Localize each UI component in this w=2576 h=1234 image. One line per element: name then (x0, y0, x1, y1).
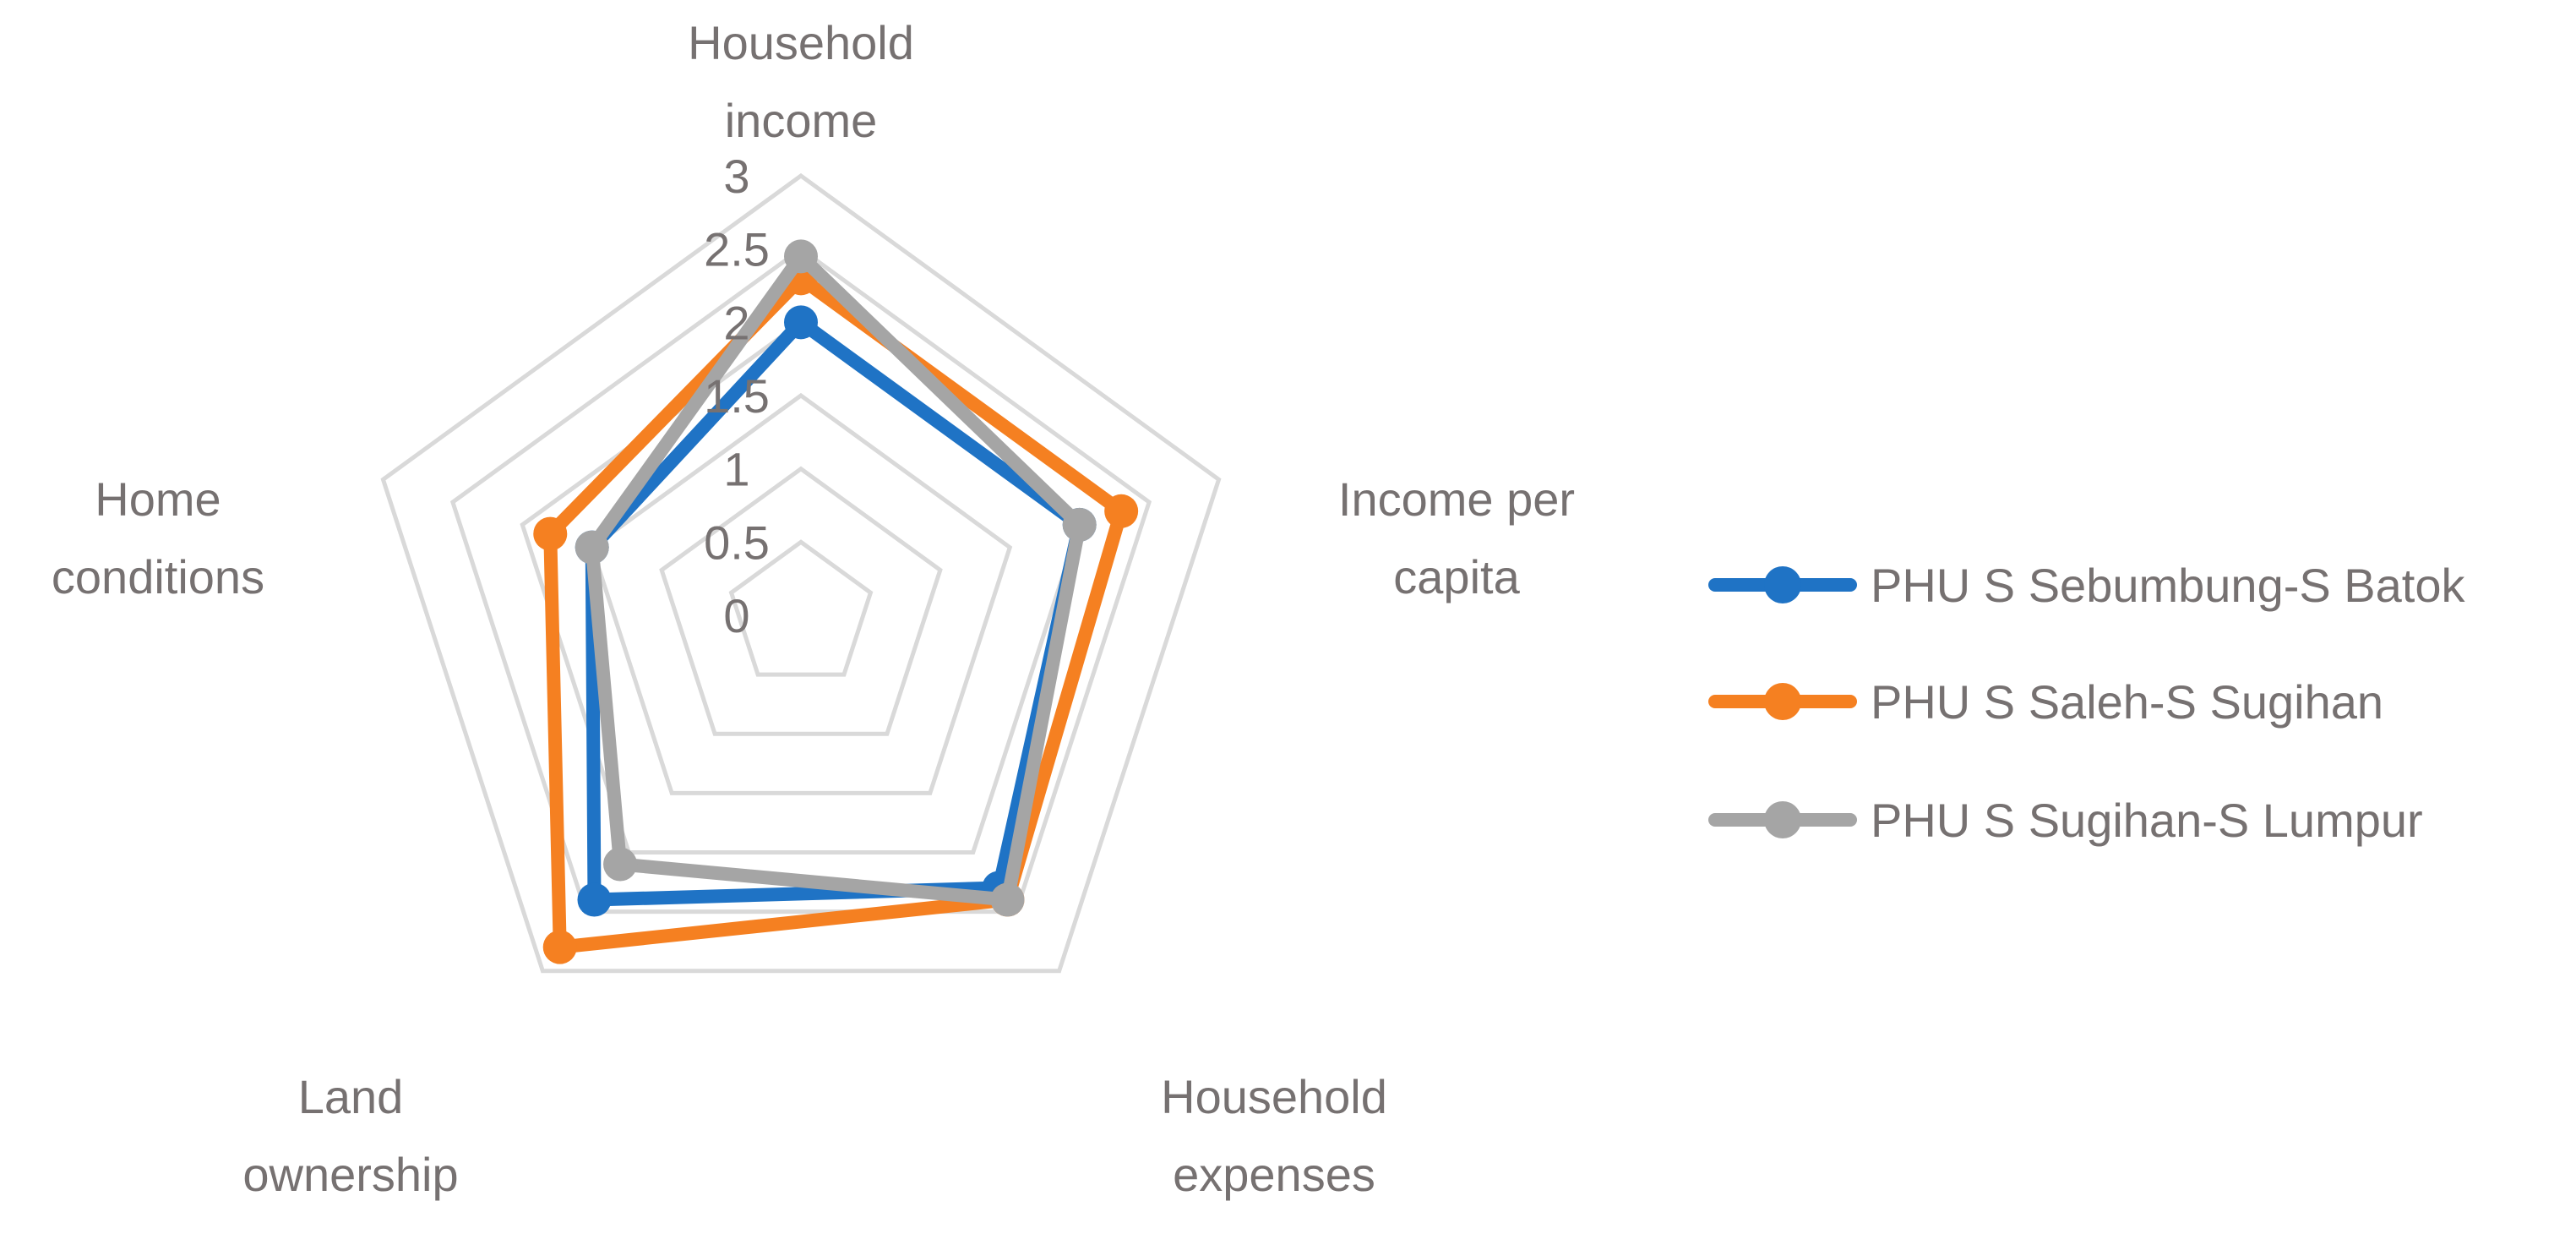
legend-item: PHU S Saleh-S Sugihan (1708, 675, 2383, 729)
tick-label: 0 (723, 589, 749, 642)
series-group (533, 261, 1139, 964)
axis-label: Income per capita (1338, 472, 1575, 603)
axis-label: Land ownership (242, 1070, 458, 1201)
grid-ring (449, 246, 1152, 915)
legend-label: PHU S Saleh-S Sugihan (1871, 675, 2383, 729)
tick-label: 1.5 (704, 369, 770, 423)
data-point (1104, 494, 1139, 528)
data-point (577, 882, 612, 917)
legend-label: PHU S Sebumbung-S Batok (1871, 559, 2465, 612)
legend-swatch-marker (1764, 566, 1801, 603)
data-point (542, 930, 577, 964)
chart-legend: PHU S Sebumbung-S Batok PHU S Saleh-S Sug… (1708, 559, 2465, 847)
data-point (575, 530, 609, 565)
legend-swatch-marker (1764, 683, 1801, 720)
legend-item: PHU S Sebumbung-S Batok (1708, 559, 2465, 612)
radar-series (533, 239, 1139, 964)
tick-label: 2.5 (704, 223, 770, 276)
data-point (533, 516, 568, 551)
grid-ring (659, 466, 943, 736)
legend-swatch-marker (1764, 801, 1801, 838)
data-point (603, 847, 638, 882)
axis-label: Household income (688, 16, 914, 147)
axis-label: Home conditions (52, 472, 264, 603)
data-point (784, 305, 818, 340)
legend-item: PHU S Sugihan-S Lumpur (1708, 794, 2423, 847)
series-line (543, 271, 1129, 954)
radar-tick-labels: 0 0.5 1 1.5 2 2.5 3 (704, 150, 770, 642)
series-line (585, 249, 1086, 907)
data-point (1062, 507, 1097, 542)
tick-label: 3 (723, 150, 749, 203)
axis-label: Household expenses (1161, 1070, 1387, 1201)
series-group (575, 239, 1097, 917)
data-point (990, 882, 1025, 917)
tick-label: 1 (723, 443, 749, 496)
grid-ring (589, 392, 1013, 795)
grid-ring (380, 172, 1222, 974)
data-point (784, 239, 818, 274)
tick-label: 0.5 (704, 516, 770, 569)
grid-ring (728, 539, 874, 677)
tick-label: 2 (723, 296, 749, 349)
radar-axis-labels: Household income Income per capita Household… (52, 16, 1575, 1201)
legend-label: PHU S Sugihan-S Lumpur (1871, 794, 2423, 847)
